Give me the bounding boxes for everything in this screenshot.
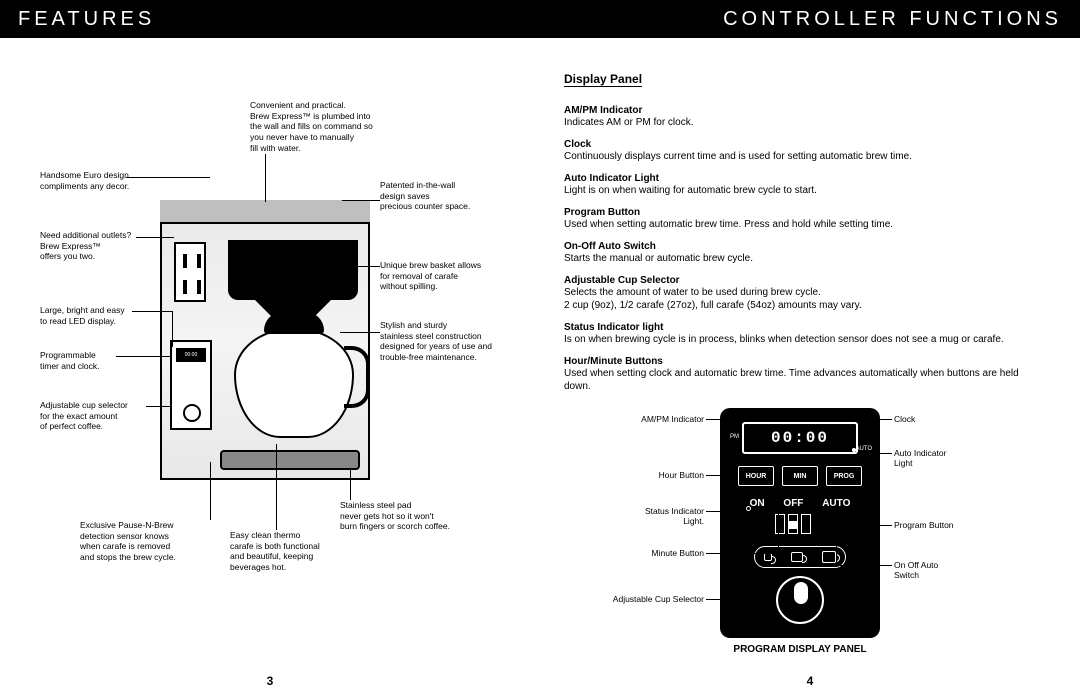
- min-button[interactable]: MIN: [782, 466, 818, 486]
- callout-inwall: Patented in-the-walldesign savesprecious…: [380, 180, 510, 212]
- pm-indicator: PM: [730, 434, 739, 440]
- item-desc: Continuously displays current time and i…: [564, 150, 1042, 163]
- warming-pad-icon: [220, 450, 360, 470]
- features-title-bar: FEATURES: [0, 0, 540, 38]
- item-desc: Indicates AM or PM for clock.: [564, 116, 1042, 129]
- on-off-auto-switch[interactable]: [775, 514, 811, 534]
- item-desc: Starts the manual or automatic brew cycl…: [564, 252, 1042, 265]
- item-title: AM/PM Indicator: [564, 105, 1042, 116]
- carafe-icon: [234, 328, 354, 438]
- display-panel-heading: Display Panel: [564, 72, 642, 87]
- page-number-right: 4: [540, 674, 1080, 688]
- callout-outlets: Need additional outlets?Brew Express™off…: [40, 230, 170, 262]
- item: Adjustable Cup SelectorSelects the amoun…: [564, 275, 1042, 312]
- label-ooa: On Off AutoSwitch: [894, 560, 984, 580]
- callout-led: Large, bright and easyto read LED displa…: [40, 305, 170, 326]
- label-prog: Program Button: [894, 520, 954, 530]
- features-title: FEATURES: [18, 8, 155, 31]
- label-status: Status IndicatorLight.: [600, 506, 704, 526]
- item: ClockContinuously displays current time …: [564, 139, 1042, 163]
- switch-labels: ON OFF AUTO: [720, 498, 880, 509]
- callout-steel: Stylish and sturdystainless steel constr…: [380, 320, 520, 363]
- label-hour: Hour Button: [600, 470, 704, 480]
- panel-caption: PROGRAM DISPLAY PANEL: [720, 644, 880, 655]
- auto-indicator-text: AUTO: [855, 446, 872, 452]
- item-title: Program Button: [564, 207, 1042, 218]
- cup-selector-knob[interactable]: [776, 576, 824, 624]
- clock-display: 00:00: [742, 422, 858, 454]
- outlet-icon: [174, 242, 206, 302]
- label-ampm: AM/PM Indicator: [600, 414, 704, 424]
- item: AM/PM IndicatorIndicates AM or PM for cl…: [564, 105, 1042, 129]
- switch-auto-label: AUTO: [822, 498, 850, 509]
- features-page: FEATURES 00:00 Handsome Euro designcompl…: [0, 0, 540, 698]
- controller-body: Display Panel AM/PM IndicatorIndicates A…: [540, 38, 1080, 393]
- switch-on-label: ON: [750, 498, 765, 509]
- callout-timer: Programmabletimer and clock.: [40, 350, 170, 371]
- item-title: On-Off Auto Switch: [564, 241, 1042, 252]
- callout-thermo: Easy clean thermocarafe is both function…: [230, 530, 360, 573]
- item-desc: Light is on when waiting for automatic b…: [564, 184, 1042, 197]
- item: Auto Indicator LightLight is on when wai…: [564, 173, 1042, 197]
- item: Program ButtonUsed when setting automati…: [564, 207, 1042, 231]
- prog-button[interactable]: PROG: [826, 466, 862, 486]
- item: On-Off Auto SwitchStarts the manual or a…: [564, 241, 1042, 265]
- item-title: Auto Indicator Light: [564, 173, 1042, 184]
- callout-euro-design: Handsome Euro designcompliments any deco…: [40, 170, 170, 191]
- label-minute: Minute Button: [600, 548, 704, 558]
- hour-button[interactable]: HOUR: [738, 466, 774, 486]
- item-desc: Selects the amount of water to be used d…: [564, 286, 1042, 312]
- item-title: Clock: [564, 139, 1042, 150]
- cup-large-icon: [822, 551, 836, 563]
- item-desc: Is on when brewing cycle is in process, …: [564, 333, 1042, 346]
- item-title: Status Indicator light: [564, 322, 1042, 333]
- program-display-panel: PM 00:00 AUTO HOUR MIN PROG ON OFF AUTO: [720, 408, 880, 638]
- item-desc: Used when setting automatic brew time. P…: [564, 218, 1042, 231]
- features-diagram: 00:00 Handsome Euro designcompliments an…: [50, 110, 490, 570]
- label-acs: Adjustable Cup Selector: [570, 594, 704, 604]
- label-ail: Auto IndicatorLight: [894, 448, 984, 468]
- panel-knob-icon: [183, 404, 201, 422]
- callout-pause: Exclusive Pause-N-Brewdetection sensor k…: [80, 520, 220, 563]
- item-title: Hour/Minute Buttons: [564, 356, 1042, 367]
- callout-selector: Adjustable cup selectorfor the exact amo…: [40, 400, 170, 432]
- brew-basket-icon: [228, 240, 358, 300]
- panel-display: 00:00: [176, 348, 206, 362]
- controller-title: CONTROLLER FUNCTIONS: [723, 8, 1062, 31]
- page-number-left: 3: [0, 674, 540, 688]
- item: Status Indicator lightIs on when brewing…: [564, 322, 1042, 346]
- item-title: Adjustable Cup Selector: [564, 275, 1042, 286]
- item-desc: Used when setting clock and automatic br…: [564, 367, 1042, 393]
- label-clock: Clock: [894, 414, 915, 424]
- callout-basket: Unique brew basket allowsfor removal of …: [380, 260, 510, 292]
- controller-functions-page: CONTROLLER FUNCTIONS Display Panel AM/PM…: [540, 0, 1080, 698]
- cup-small-icon: [764, 553, 772, 561]
- coffee-maker-illustration: 00:00: [160, 200, 370, 480]
- cup-selector-icons: [754, 546, 846, 568]
- callout-plumbed: Convenient and practical.Brew Express™ i…: [250, 100, 420, 153]
- callout-pad: Stainless steel padnever gets hot so it …: [340, 500, 490, 532]
- item: Hour/Minute ButtonsUsed when setting clo…: [564, 356, 1042, 393]
- cup-medium-icon: [791, 552, 803, 562]
- switch-off-label: OFF: [783, 498, 803, 509]
- control-panel-icon: 00:00: [170, 340, 212, 430]
- controller-title-bar: CONTROLLER FUNCTIONS: [540, 0, 1080, 38]
